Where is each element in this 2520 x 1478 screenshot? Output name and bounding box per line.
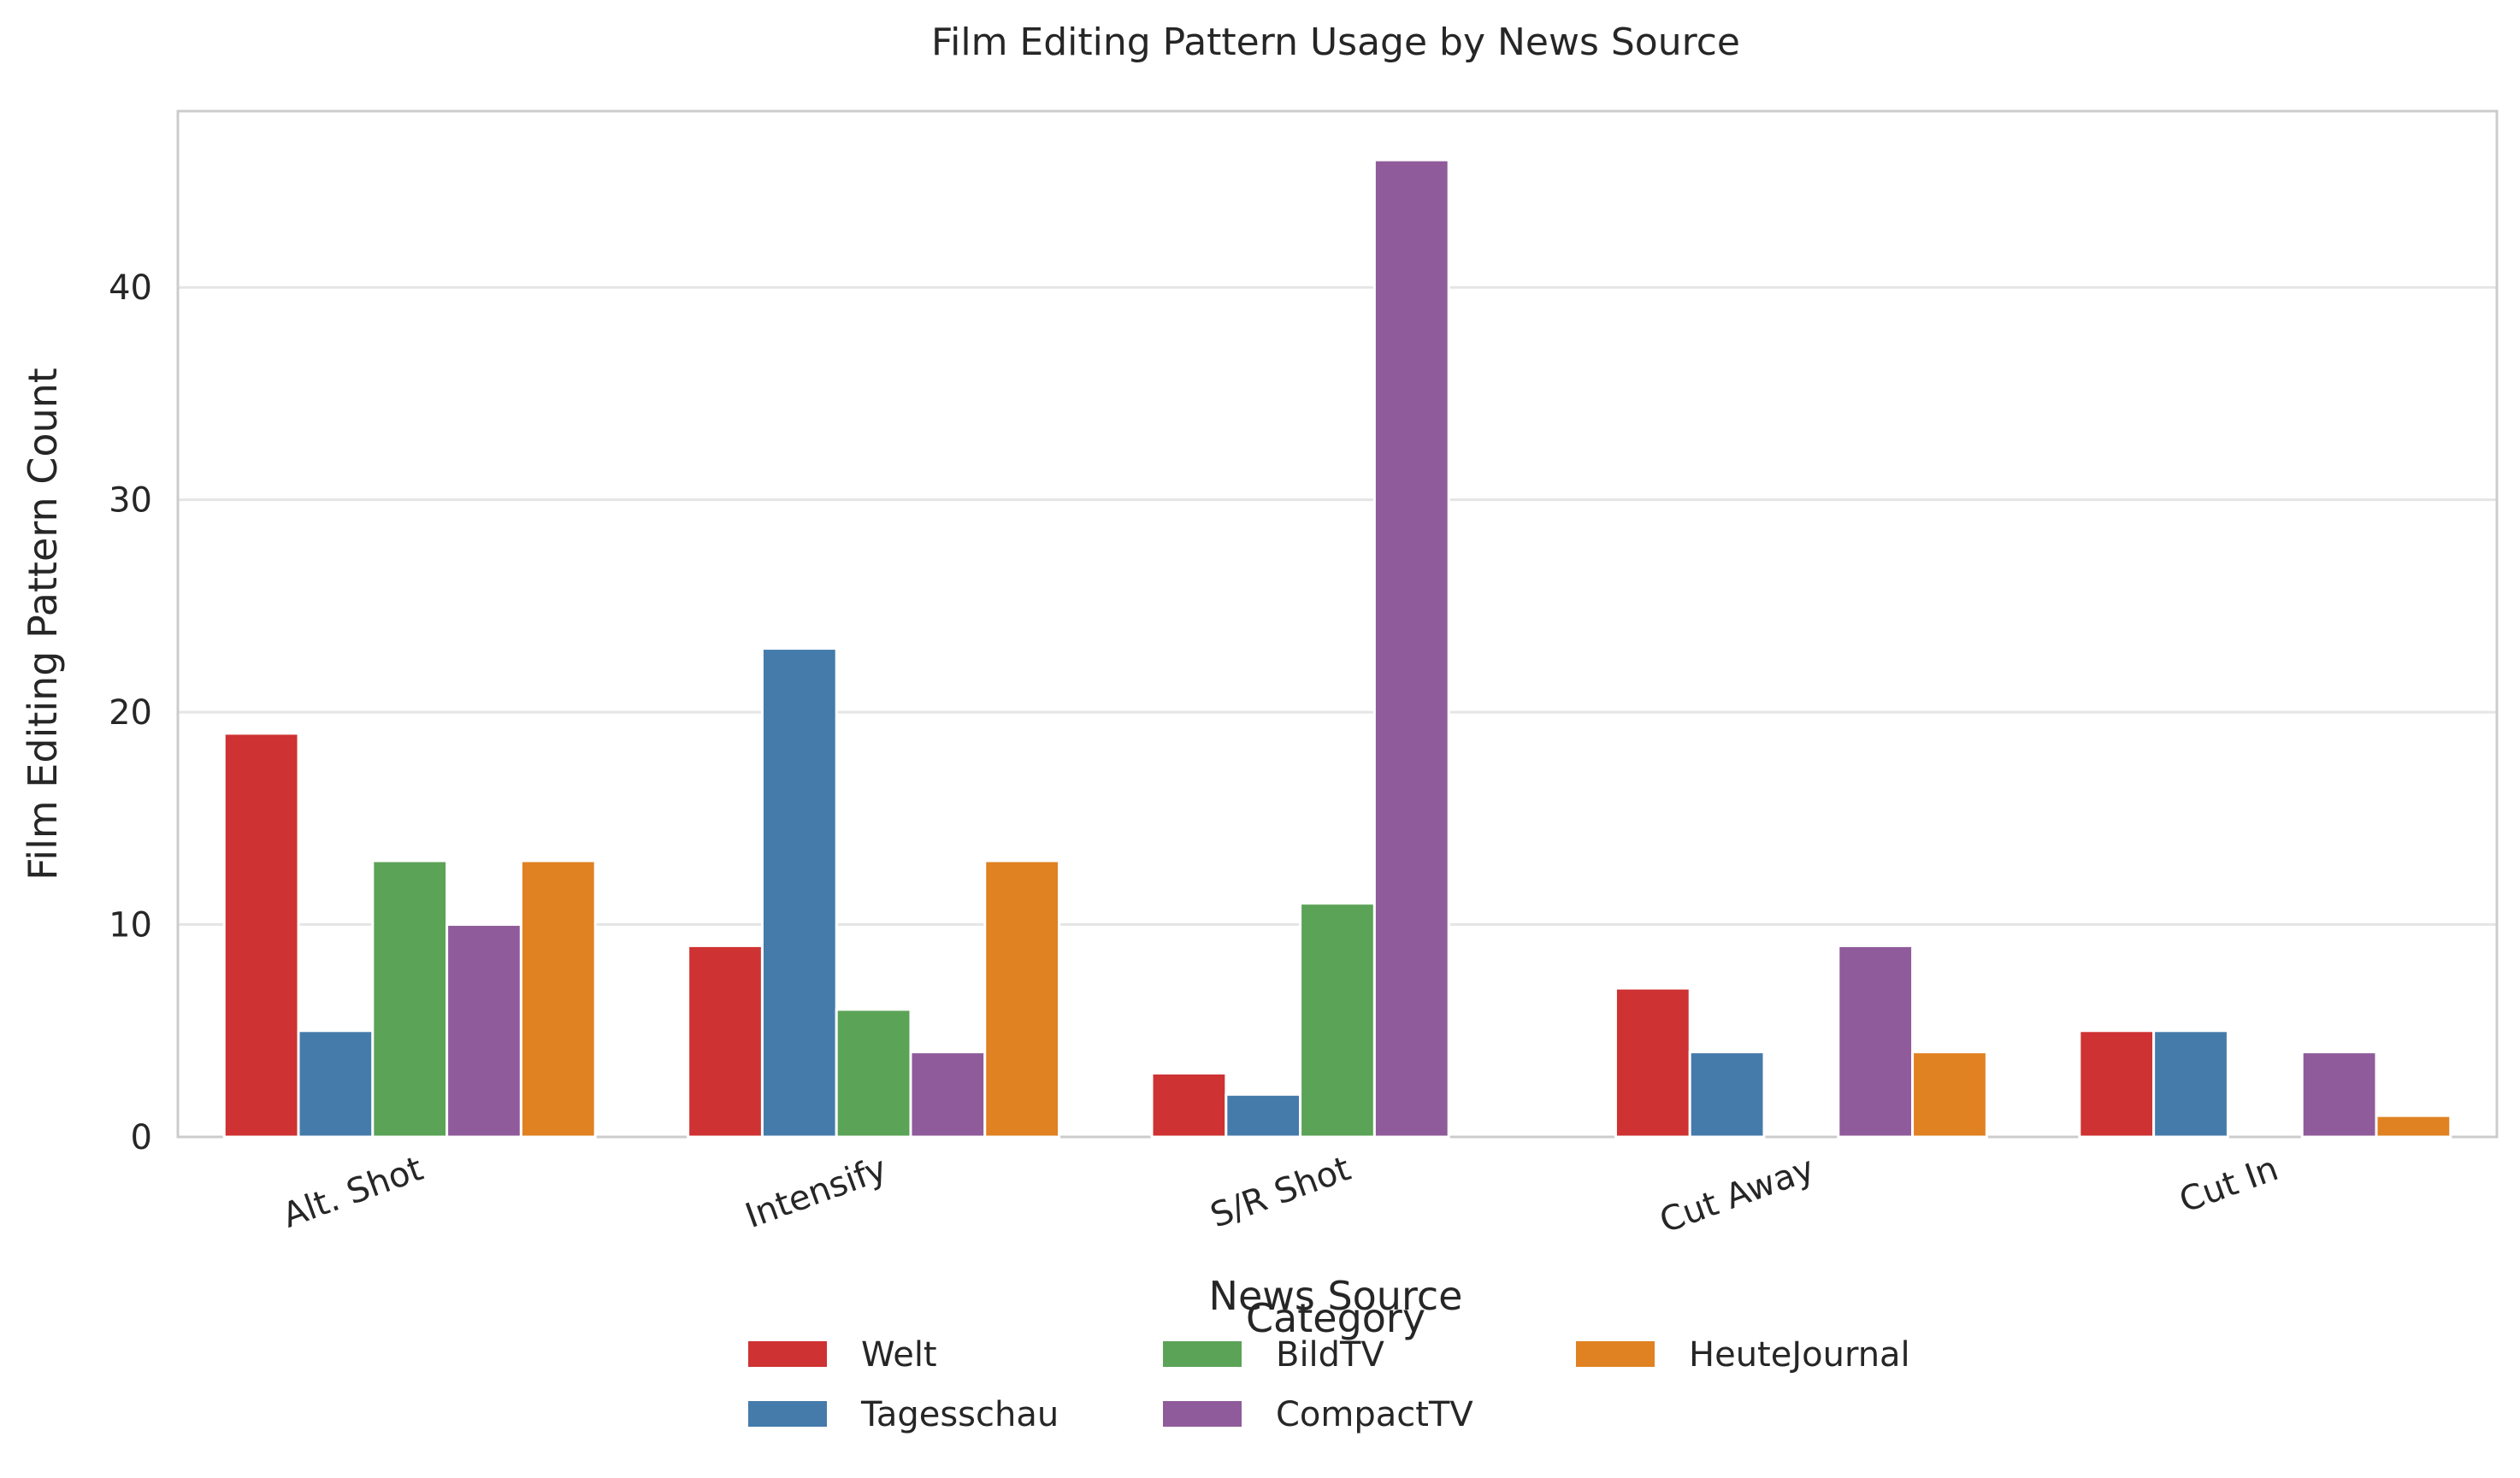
x-tick-label: Intensify xyxy=(741,1149,892,1236)
x-tick-label: Cut In xyxy=(2175,1149,2283,1221)
bars xyxy=(222,158,2452,1139)
legend-swatch-compacttv xyxy=(1163,1401,1242,1427)
legend-label-tagesschau: Tagesschau xyxy=(860,1395,1059,1434)
legend-title: Category xyxy=(1246,1295,1425,1341)
y-tick-label: 10 xyxy=(109,906,152,945)
legend: Welt Tagesschau BildTV CompactTV HeuteJourna… xyxy=(748,1335,1910,1434)
legend-label-compacttv: CompactTV xyxy=(1276,1395,1473,1434)
bar-compacttv-3 xyxy=(1372,158,1450,1139)
x-tick-label: Cut Away xyxy=(1655,1149,1820,1241)
bar-welt-4 xyxy=(1614,986,1691,1139)
x-tick-label: Alt. Shot xyxy=(278,1149,428,1236)
chart-title: Film Editing Pattern Usage by News Sourc… xyxy=(931,21,1740,64)
bar-bildtv-2 xyxy=(835,1008,912,1139)
legend-label-bildtv: BildTV xyxy=(1276,1335,1384,1375)
y-tick-label: 20 xyxy=(109,693,152,733)
y-axis-label: Film Editing Pattern Count xyxy=(20,368,66,880)
bar-tagesschau-1 xyxy=(297,1029,375,1139)
legend-swatch-welt xyxy=(748,1341,827,1367)
y-tick-label: 40 xyxy=(109,268,152,308)
bar-bildtv-1 xyxy=(371,859,449,1139)
bar-heutejournal-5 xyxy=(2375,1114,2452,1139)
legend-swatch-tagesschau xyxy=(748,1401,827,1427)
y-axis-ticks: 0 10 20 30 40 xyxy=(109,268,152,1157)
bar-compacttv-1 xyxy=(446,923,522,1139)
bar-tagesschau-2 xyxy=(760,647,838,1139)
bar-compacttv-5 xyxy=(2300,1051,2378,1139)
x-axis-ticks: Alt. Shot Intensify S/R Shot Cut Away Cut In xyxy=(278,1149,2284,1241)
legend-swatch-bildtv xyxy=(1163,1341,1242,1367)
bar-welt-3 xyxy=(1150,1071,1228,1139)
legend-label-heutejournal: HeuteJournal xyxy=(1689,1335,1910,1375)
y-tick-label: 30 xyxy=(109,481,152,521)
bar-tagesschau-4 xyxy=(1688,1051,1766,1139)
bar-heutejournal-1 xyxy=(519,859,597,1139)
x-tick-label: S/R Shot xyxy=(1206,1149,1356,1235)
legend-label-welt: Welt xyxy=(861,1335,937,1375)
bar-heutejournal-2 xyxy=(983,859,1061,1139)
x-axis-label: News Source xyxy=(1209,1273,1463,1319)
bar-bildtv-3 xyxy=(1299,902,1376,1139)
bar-welt-2 xyxy=(687,944,764,1139)
bar-welt-1 xyxy=(222,732,300,1139)
legend-swatch-heutejournal xyxy=(1576,1341,1655,1367)
bar-welt-5 xyxy=(2078,1029,2156,1139)
bar-compacttv-4 xyxy=(1837,944,1915,1139)
bar-heutejournal-4 xyxy=(1911,1051,1988,1139)
bar-tagesschau-5 xyxy=(2152,1029,2229,1139)
bar-tagesschau-3 xyxy=(1225,1092,1302,1139)
bar-compacttv-2 xyxy=(909,1051,987,1139)
y-tick-label: 0 xyxy=(131,1118,152,1157)
